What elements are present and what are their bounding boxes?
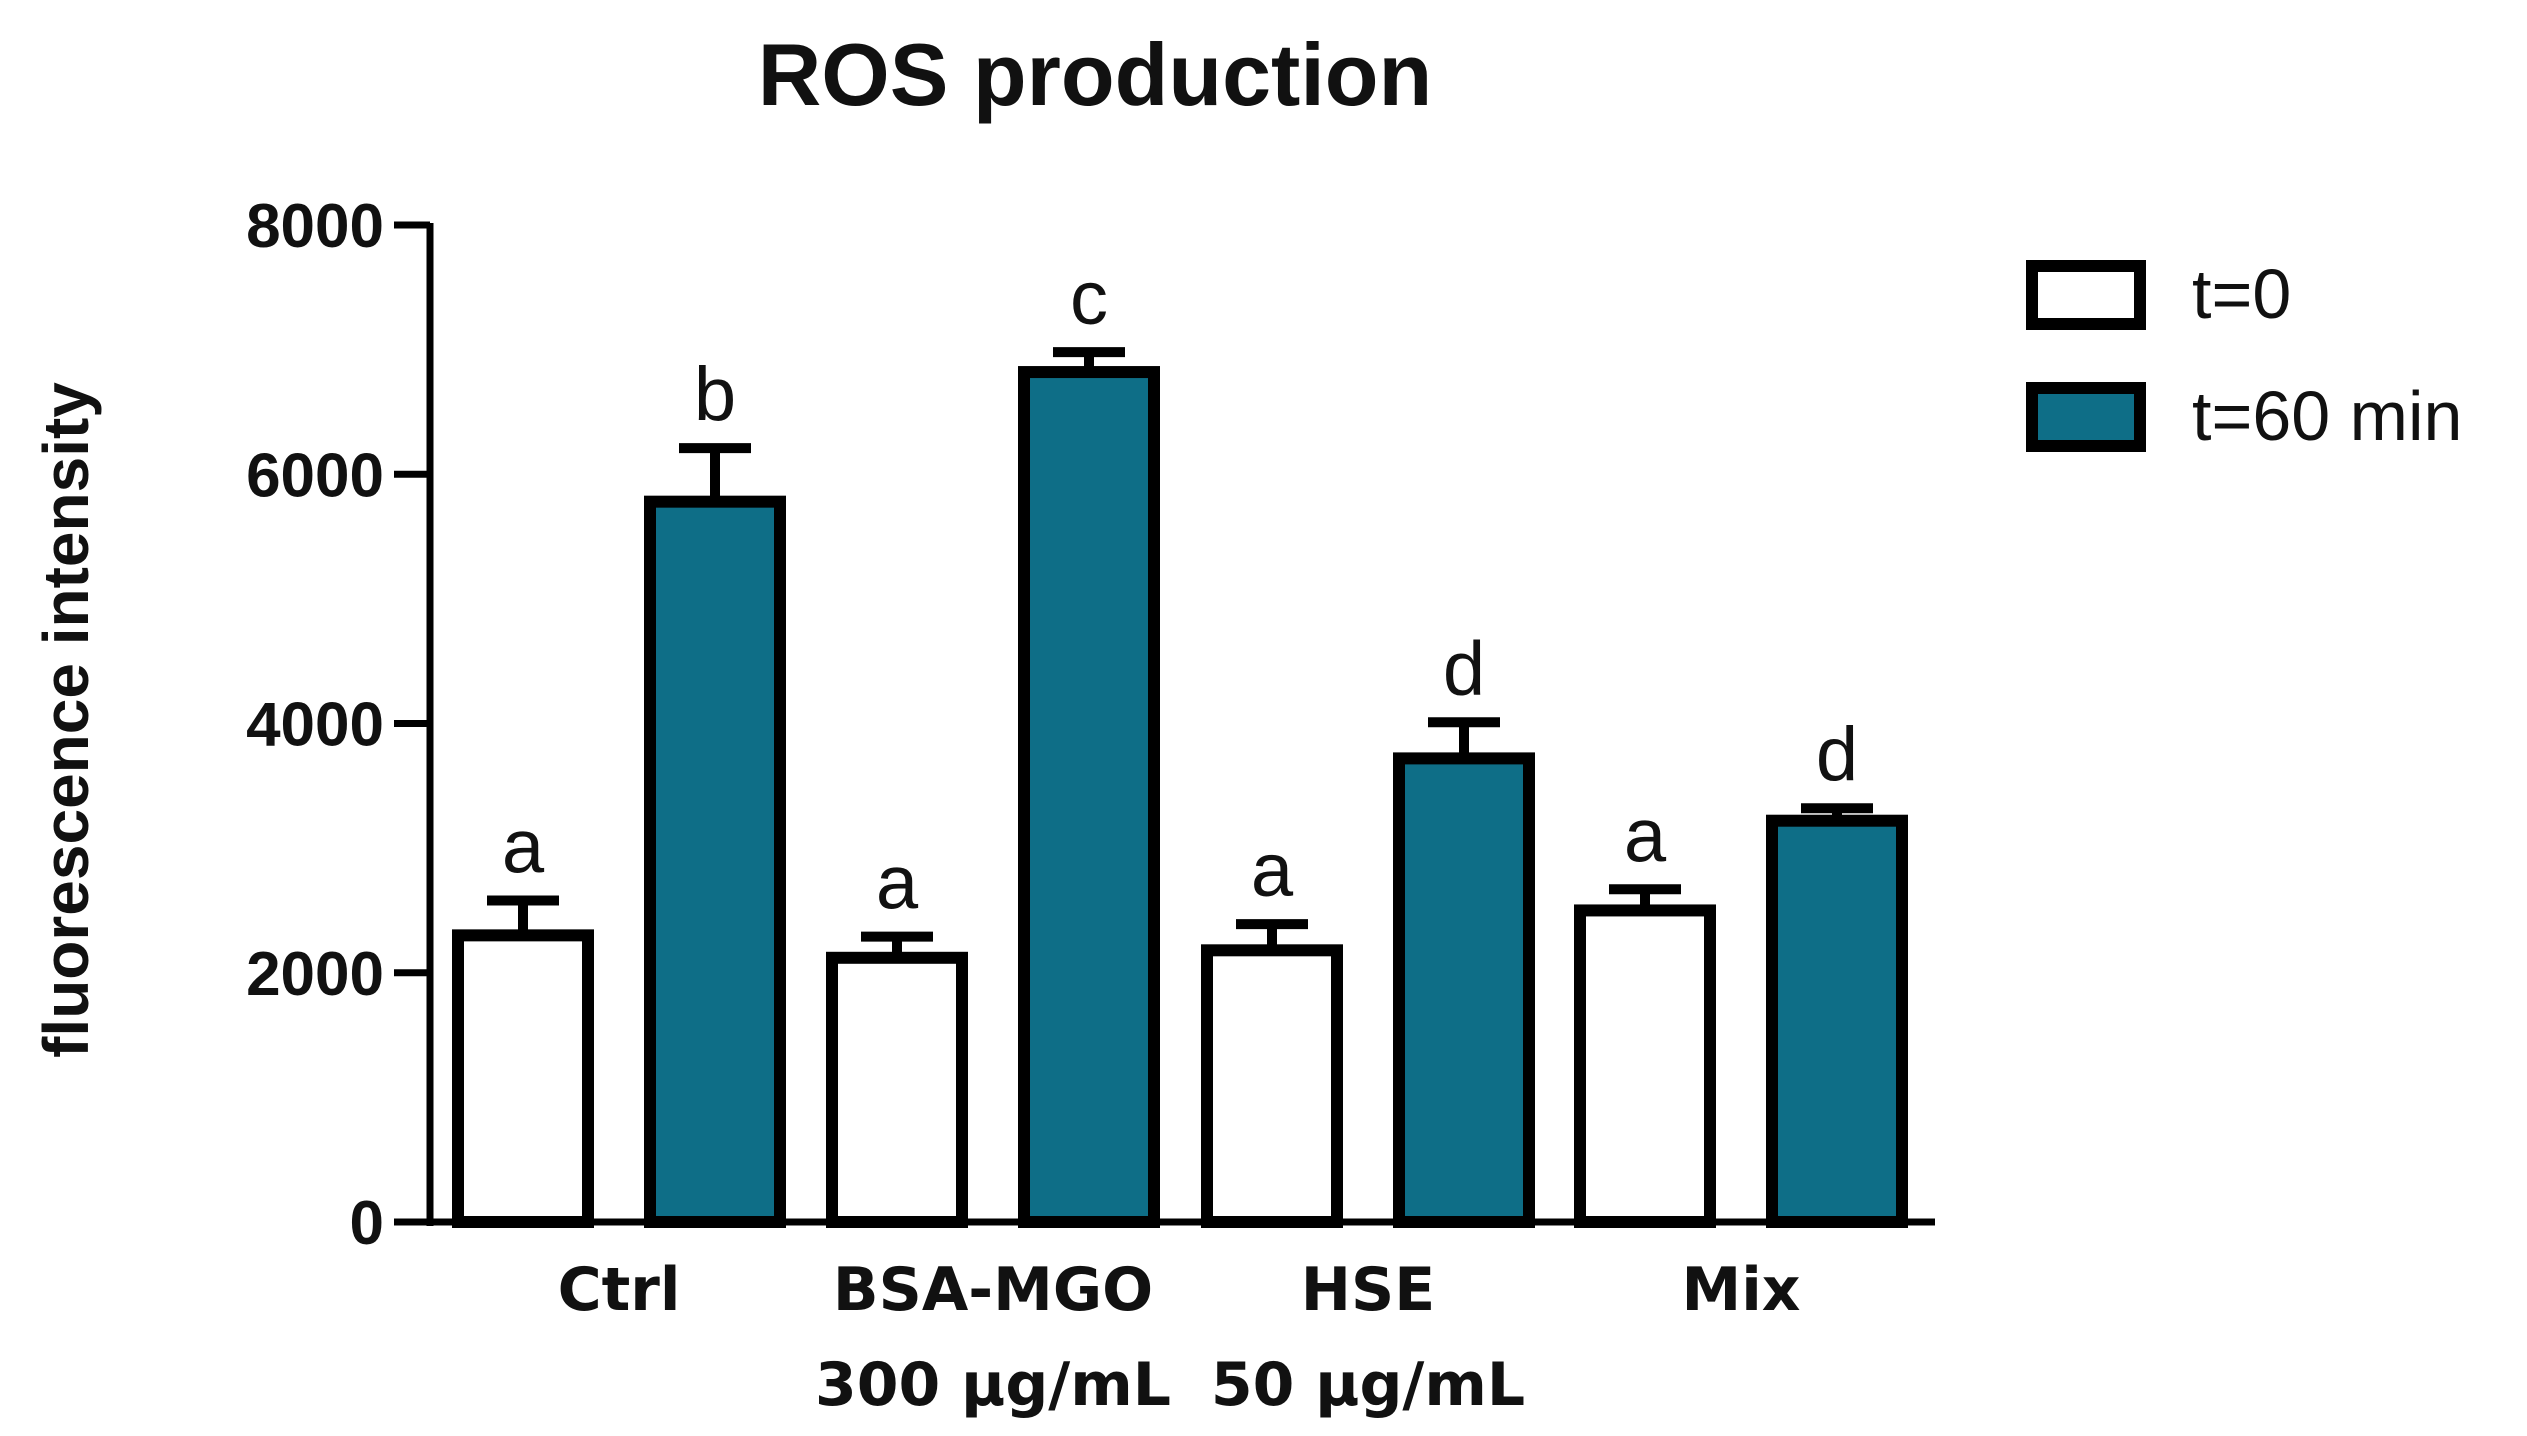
x-category-label: 50 μg/mL: [1211, 1350, 1525, 1420]
significance-label: a: [1624, 793, 1667, 878]
y-axis-label: fluorescence intensity: [30, 382, 102, 1058]
x-category-label: BSA-MGO: [833, 1255, 1153, 1325]
x-category-label: Mix: [1682, 1255, 1801, 1325]
y-tick-label: 6000: [246, 441, 384, 510]
bar-0-1: [826, 951, 968, 1228]
legend: t=0 t=60 min: [2026, 255, 2462, 455]
x-category-label: HSE: [1301, 1255, 1435, 1325]
bar-1-0: [644, 495, 786, 1229]
significance-label: c: [1070, 256, 1108, 341]
bar-1-3: [1766, 814, 1908, 1229]
significance-label: d: [1443, 626, 1485, 711]
significance-label: a: [876, 841, 919, 926]
x-category-label: Ctrl: [558, 1255, 681, 1325]
bar-1-1: [1018, 366, 1160, 1228]
significance-label: d: [1816, 712, 1858, 797]
significance-label: a: [1251, 828, 1294, 913]
bar-0-3: [1574, 904, 1716, 1228]
bar-1-2: [1393, 752, 1535, 1229]
y-tick-label: 0: [350, 1189, 384, 1258]
x-category-label: 300 μg/mL: [815, 1350, 1171, 1420]
y-tick-label: 8000: [246, 192, 384, 261]
legend-label: t=60 min: [2192, 377, 2462, 455]
bar-0-0: [452, 929, 594, 1228]
significance-label: b: [694, 352, 736, 437]
chart-title: ROS production: [758, 25, 1433, 124]
plot-area: 0 2000 4000 6000 8000 a a a a b c d d Ctrl BSA-MGO 300 …: [246, 192, 1935, 1420]
legend-swatch: [2026, 260, 2146, 330]
y-tick-label: 4000: [246, 691, 384, 760]
y-tick-label: 2000: [246, 940, 384, 1009]
legend-swatch: [2026, 382, 2146, 452]
legend-label: t=0: [2192, 255, 2291, 333]
significance-label: a: [502, 804, 545, 889]
bar-0-2: [1201, 944, 1343, 1228]
